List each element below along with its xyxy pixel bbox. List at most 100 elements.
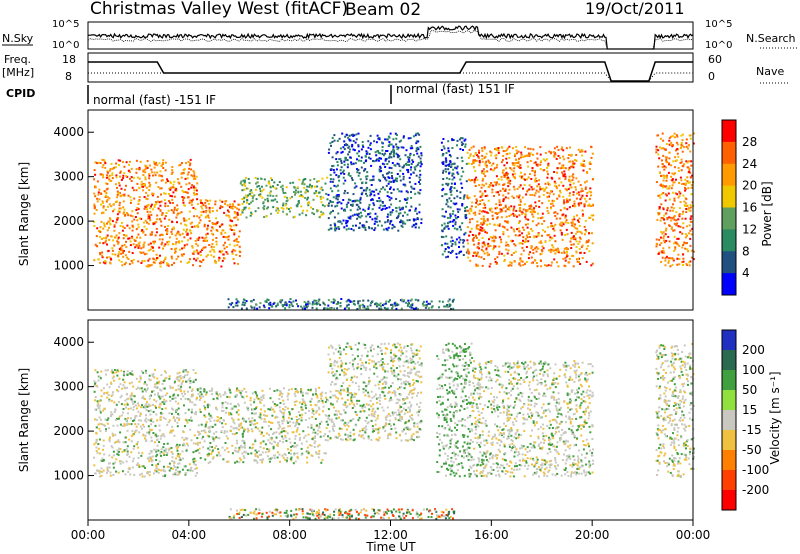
data-cell [457,210,460,213]
data-cell [248,446,251,449]
data-cell [484,155,487,158]
data-cell [176,473,179,476]
data-cell [118,164,120,167]
data-cell [573,159,576,161]
data-cell [487,212,490,214]
data-cell [281,187,284,190]
data-cell [98,375,101,378]
data-cell [126,402,129,405]
data-cell [559,229,562,232]
data-cell [267,206,269,209]
data-cell [335,197,338,200]
data-cell [563,207,566,210]
data-cell [319,187,322,190]
data-cell [93,192,96,195]
data-cell [147,259,150,262]
data-cell [526,161,529,164]
power-colorbar-swatch [722,120,736,143]
data-cell [342,169,345,172]
data-cell [118,232,121,235]
data-cell [388,155,391,158]
data-cell [176,221,178,224]
data-cell [524,178,527,181]
data-cell [193,434,196,437]
data-cell [102,424,105,427]
data-cell [111,413,114,416]
data-cell [178,182,181,185]
data-cell [674,248,677,251]
data-cell [502,150,505,153]
data-cell [409,152,412,155]
data-cell [347,173,350,176]
data-cell [251,213,253,216]
data-cell [323,205,326,208]
data-cell [570,243,573,246]
data-cell [187,390,189,393]
data-cell [125,460,128,463]
data-cell [127,373,130,375]
data-cell [684,217,687,220]
data-cell [147,249,150,252]
data-cell [145,186,148,189]
data-cell [197,225,200,228]
data-cell [364,160,367,163]
data-cell [495,183,498,186]
data-cell [312,302,315,305]
data-cell [148,474,151,477]
data-cell [220,233,223,236]
data-cell [590,214,593,217]
data-cell [171,233,174,236]
data-cell [304,307,306,310]
data-cell [278,394,281,397]
data-cell [153,448,156,451]
data-cell [211,248,214,251]
data-cell [184,191,187,194]
data-cell [485,165,488,168]
data-cell [208,412,211,415]
data-cell [445,305,448,308]
data-cell [441,183,444,186]
data-cell [118,192,121,195]
data-cell [143,475,146,478]
data-cell [399,179,402,182]
data-cell [184,223,187,226]
data-cell [177,452,180,455]
data-cell [266,414,268,417]
data-cell [572,243,575,246]
data-cell [189,380,192,383]
data-cell [103,224,106,227]
data-cell [412,135,415,138]
data-cell [542,187,544,190]
data-cell [238,245,241,248]
data-cell [125,240,127,243]
data-cell [572,204,574,207]
data-cell [297,305,300,308]
data-cell [581,257,584,259]
data-cell [379,167,382,170]
data-cell [315,191,318,194]
data-cell [554,223,557,226]
data-cell [263,404,266,407]
data-cell [479,190,482,193]
data-cell [386,163,389,165]
data-cell [122,374,125,377]
data-cell [666,216,669,219]
data-cell [502,230,505,233]
data-cell [150,263,153,266]
data-cell [115,176,118,179]
data-cell [535,205,538,208]
data-cell [303,186,306,189]
data-cell [166,228,169,230]
data-cell [228,206,231,209]
data-cell [121,425,124,427]
data-cell [415,132,418,135]
data-cell [365,307,368,310]
data-cell [481,264,484,267]
data-cell [497,191,499,194]
data-cell [115,470,118,473]
data-cell [414,207,417,210]
data-cell [682,244,685,246]
data-cell [272,303,275,305]
data-cell [521,212,524,215]
data-cell [301,307,304,310]
